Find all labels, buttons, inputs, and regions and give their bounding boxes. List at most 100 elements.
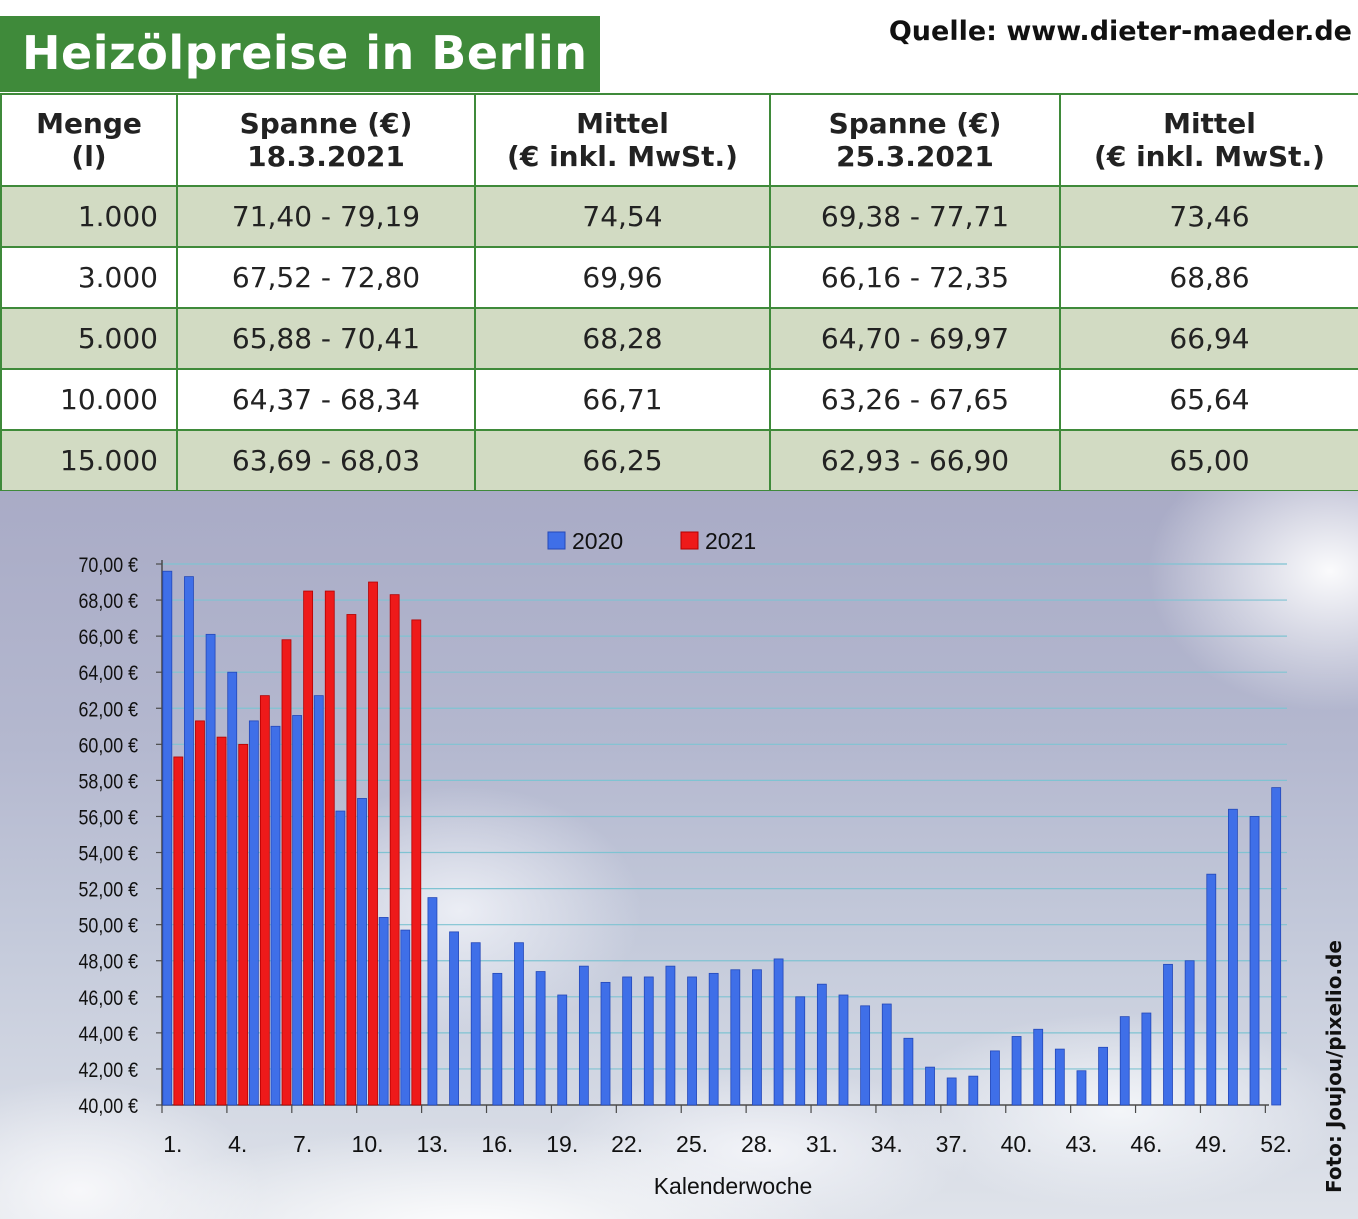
table-header-row: Menge (l) Spanne (€) 18.3.2021 Mittel (€ in… <box>0 93 1358 187</box>
header-spanne-1: Spanne (€) 18.3.2021 <box>176 93 476 187</box>
bar-2020 <box>795 996 806 1106</box>
bar-2020 <box>622 976 633 1106</box>
source-label: Quelle: www.dieter-maeder.de <box>888 16 1352 47</box>
bar-2020 <box>946 1077 957 1106</box>
bar-2020 <box>838 994 849 1106</box>
y-tick-label: 66,00 € <box>78 626 138 650</box>
bar-2020 <box>1249 816 1260 1106</box>
bar-2020 <box>427 897 438 1106</box>
legend-label-2020: 2020 <box>572 528 623 554</box>
bar-2020 <box>1098 1046 1109 1106</box>
table-cell: 63,69 - 68,03 <box>176 429 476 492</box>
bar-2020 <box>514 942 524 1106</box>
header-menge: Menge (l) <box>0 93 178 187</box>
y-tick-label: 56,00 € <box>78 806 138 830</box>
bar-2020 <box>1033 1028 1044 1106</box>
table-cell: 69,96 <box>474 246 771 309</box>
bar-2020 <box>687 976 697 1106</box>
bar-2020 <box>535 971 546 1106</box>
x-tick-label: 34. <box>871 1131 903 1157</box>
table-cell: 74,54 <box>474 185 771 248</box>
bar-2020 <box>492 972 503 1106</box>
bar-2020 <box>357 798 367 1106</box>
x-tick-label: 10. <box>352 1131 384 1157</box>
bar-2020 <box>665 965 676 1106</box>
x-tick-label: 13. <box>416 1131 448 1157</box>
table-cell: 68,86 <box>1059 246 1358 309</box>
bar-2021 <box>368 581 378 1106</box>
bar-2020 <box>248 720 259 1106</box>
table-row: 3.000 67,52 - 72,80 69,96 66,16 - 72,35 … <box>0 246 1358 309</box>
table-cell: 64,70 - 69,97 <box>769 307 1061 370</box>
bar-2020 <box>557 994 568 1106</box>
x-tick-label: 40. <box>1001 1131 1033 1157</box>
header-spanne-2: Spanne (€) 25.3.2021 <box>769 93 1061 187</box>
table-row: 10.000 64,37 - 68,34 66,71 63,26 - 67,65… <box>0 368 1358 431</box>
table-cell: 68,28 <box>474 307 771 370</box>
photo-credit: Foto: Joujou/pixelio.de <box>1322 940 1346 1193</box>
x-tick-label: 31. <box>806 1131 838 1157</box>
bar-2020 <box>578 965 589 1106</box>
bar-2020 <box>643 976 654 1106</box>
x-tick-label: 7. <box>293 1131 312 1157</box>
bar-2021 <box>303 590 314 1106</box>
price-table: Menge (l) Spanne (€) 18.3.2021 Mittel (€ in… <box>0 93 1358 492</box>
bar-2020 <box>773 958 784 1106</box>
header-mittel-2: Mittel (€ inkl. MwSt.) <box>1059 93 1358 187</box>
bar-2020 <box>449 931 459 1106</box>
bar-2020 <box>1206 873 1217 1106</box>
x-tick-label: 49. <box>1195 1131 1227 1157</box>
bar-2020 <box>205 633 216 1106</box>
bar-2020 <box>1271 787 1282 1106</box>
y-tick-label: 54,00 € <box>78 842 138 866</box>
y-tick-label: 42,00 € <box>78 1059 138 1083</box>
chart-area: 40,00 € 42,00 € 44,00 € 46,00 € 48,00 € 50,00… <box>0 491 1358 1219</box>
bar-2020 <box>400 929 411 1106</box>
y-tick-label: 40,00 € <box>78 1095 138 1119</box>
x-tick-label: 37. <box>936 1131 968 1157</box>
x-tick-label: 4. <box>228 1131 247 1157</box>
bar-2020 <box>184 576 194 1106</box>
bar-2021 <box>173 756 184 1106</box>
x-tick-label: 43. <box>1065 1131 1097 1157</box>
table-cell: 1.000 <box>0 185 178 248</box>
table-cell: 67,52 - 72,80 <box>176 246 476 309</box>
bar-2020 <box>313 695 324 1106</box>
x-tick-label: 22. <box>611 1131 643 1157</box>
table-cell: 3.000 <box>0 246 178 309</box>
y-tick-label: 44,00 € <box>78 1023 138 1047</box>
bar-2020 <box>925 1066 935 1106</box>
bar-2020 <box>860 1005 871 1106</box>
bar-2021 <box>259 695 270 1106</box>
x-tick-label: 46. <box>1130 1131 1162 1157</box>
bar-2021 <box>238 743 249 1106</box>
x-tick-label: 52. <box>1260 1131 1292 1157</box>
x-tick-label: 19. <box>546 1131 578 1157</box>
y-tick-label: 60,00 € <box>78 734 138 758</box>
y-tick-label: 48,00 € <box>78 950 138 974</box>
y-tick-label: 58,00 € <box>78 770 138 794</box>
y-tick-label: 62,00 € <box>78 698 138 722</box>
table-cell: 66,94 <box>1059 307 1358 370</box>
bar-2020 <box>470 942 481 1106</box>
y-tick-label: 50,00 € <box>78 914 138 938</box>
bar-2021 <box>216 736 227 1106</box>
table-cell: 69,38 - 77,71 <box>769 185 1061 248</box>
bar-2020 <box>1141 1012 1152 1106</box>
y-tick-label: 70,00 € <box>78 554 138 578</box>
bar-2020 <box>162 570 173 1106</box>
table-cell: 73,46 <box>1059 185 1358 248</box>
bar-2020 <box>816 983 827 1106</box>
table-cell: 15.000 <box>0 429 178 492</box>
bar-2020 <box>903 1037 914 1106</box>
table-cell: 65,00 <box>1059 429 1358 492</box>
bar-2020 <box>378 917 389 1106</box>
bar-2020 <box>270 725 281 1106</box>
bar-2020 <box>752 969 762 1106</box>
bar-2021 <box>324 590 335 1106</box>
bar-chart: 40,00 € 42,00 € 44,00 € 46,00 € 48,00 € 50,00… <box>78 528 1292 1199</box>
legend-label-2021: 2021 <box>705 528 756 554</box>
bar-2020 <box>1054 1048 1065 1106</box>
table-row: 15.000 63,69 - 68,03 66,25 62,93 - 66,90… <box>0 429 1358 492</box>
bar-2021 <box>389 594 400 1106</box>
